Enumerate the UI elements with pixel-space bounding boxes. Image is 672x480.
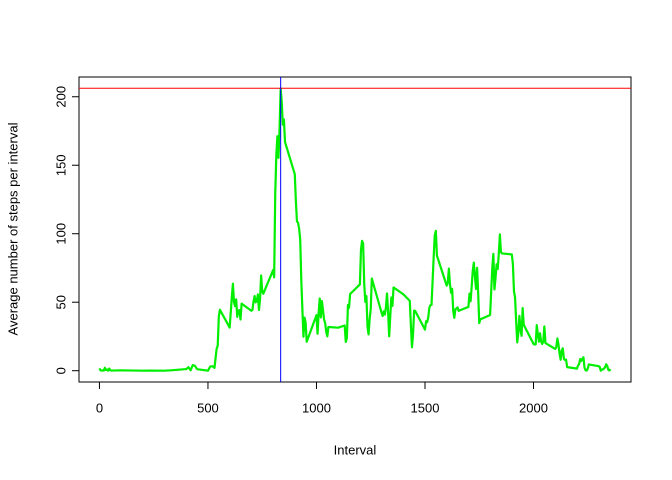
x-tick-label: 1000 bbox=[302, 400, 331, 415]
x-tick-label: 500 bbox=[197, 400, 219, 415]
x-tick-label: 1500 bbox=[411, 400, 440, 415]
x-axis-label: Interval bbox=[334, 442, 377, 457]
y-tick-label: 100 bbox=[53, 223, 68, 245]
data-line bbox=[98, 87, 612, 372]
x-tick-label: 0 bbox=[96, 400, 103, 415]
y-axis-label: Average number of steps per interval bbox=[5, 122, 20, 335]
y-tick-label: 200 bbox=[53, 86, 68, 108]
y-tick-label: 0 bbox=[53, 367, 68, 374]
y-tick-label: 50 bbox=[53, 295, 68, 309]
plot-frame bbox=[78, 76, 632, 383]
y-tick-label: 150 bbox=[53, 154, 68, 176]
x-tick-label: 2000 bbox=[519, 400, 548, 415]
